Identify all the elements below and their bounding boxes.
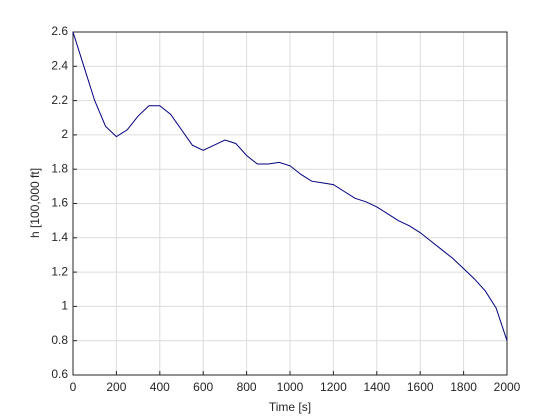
x-tick-label: 800 <box>237 380 257 394</box>
x-tick-label: 2000 <box>494 380 521 394</box>
x-tick-label: 600 <box>193 380 213 394</box>
y-tick-label: 2.6 <box>51 24 68 38</box>
y-tick-label: 2.2 <box>51 93 68 107</box>
x-tick-label: 1000 <box>277 380 304 394</box>
y-tick-label: 0.8 <box>51 333 68 347</box>
x-tick-label: 0 <box>70 380 77 394</box>
y-tick-label: 1.2 <box>51 264 68 278</box>
y-axis-label: h [100,000 ft] <box>28 168 42 238</box>
axes-box <box>72 31 508 376</box>
x-tick-label: 1600 <box>407 380 434 394</box>
y-tick-label: 1.6 <box>51 196 68 210</box>
x-tick-label: 400 <box>150 380 170 394</box>
y-tick-label: 2.4 <box>51 58 68 72</box>
x-tick-label: 200 <box>106 380 126 394</box>
y-tick-label: 0.6 <box>51 367 68 381</box>
x-tick-label: 1800 <box>450 380 477 394</box>
y-tick-label: 1.8 <box>51 161 68 175</box>
y-tick-label: 1 <box>61 299 68 313</box>
y-tick-label: 2 <box>61 127 68 141</box>
y-tick-label: 1.4 <box>51 230 68 244</box>
x-tick-label: 1400 <box>363 380 390 394</box>
data-line <box>72 31 508 341</box>
x-axis-label: Time [s] <box>269 400 311 414</box>
x-tick-label: 1200 <box>320 380 347 394</box>
